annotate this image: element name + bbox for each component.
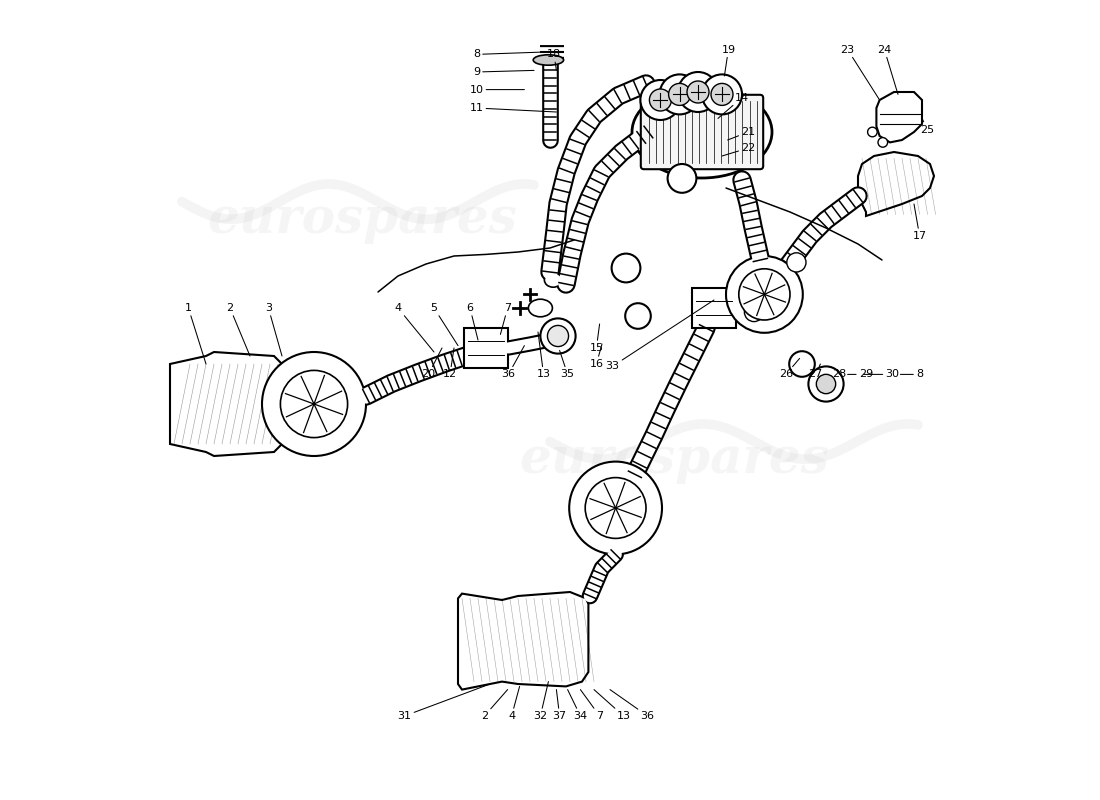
- Bar: [464, 328, 508, 368]
- Circle shape: [786, 253, 806, 272]
- Circle shape: [789, 351, 815, 377]
- Text: 13: 13: [537, 332, 551, 379]
- Circle shape: [745, 302, 763, 322]
- Text: 15: 15: [590, 324, 604, 353]
- Text: 8: 8: [901, 370, 923, 379]
- Text: 2: 2: [481, 690, 507, 721]
- Circle shape: [702, 74, 743, 114]
- Text: 31: 31: [397, 684, 490, 721]
- Bar: [692, 288, 736, 328]
- Text: 9: 9: [473, 67, 534, 77]
- Text: eurospares: eurospares: [207, 195, 517, 245]
- Circle shape: [678, 72, 718, 112]
- Polygon shape: [170, 352, 282, 456]
- Text: 3: 3: [265, 303, 282, 356]
- Text: 10: 10: [470, 85, 525, 94]
- Text: 26: 26: [779, 358, 800, 379]
- Text: 36: 36: [502, 346, 525, 379]
- Circle shape: [808, 366, 844, 402]
- Text: 28: 28: [833, 370, 847, 379]
- Circle shape: [868, 127, 877, 137]
- Ellipse shape: [544, 273, 562, 287]
- Circle shape: [640, 80, 681, 120]
- Text: 24: 24: [878, 45, 898, 94]
- Text: 29: 29: [848, 370, 873, 379]
- Text: 17: 17: [913, 204, 926, 241]
- Ellipse shape: [632, 86, 772, 178]
- Text: 22: 22: [722, 143, 756, 156]
- Text: 27: 27: [808, 364, 823, 379]
- Text: 30: 30: [864, 370, 900, 379]
- Circle shape: [548, 326, 569, 346]
- Text: 4: 4: [508, 686, 519, 721]
- Text: 4: 4: [395, 303, 434, 352]
- Circle shape: [878, 138, 888, 147]
- Circle shape: [688, 81, 710, 103]
- Polygon shape: [858, 152, 934, 216]
- Circle shape: [540, 318, 575, 354]
- Text: 11: 11: [470, 103, 557, 113]
- Circle shape: [660, 74, 700, 114]
- Text: 16: 16: [590, 344, 604, 369]
- Polygon shape: [877, 92, 922, 142]
- Circle shape: [612, 254, 640, 282]
- Text: 23: 23: [840, 45, 880, 100]
- Circle shape: [649, 89, 671, 111]
- Circle shape: [569, 462, 662, 554]
- Text: 2: 2: [227, 303, 250, 356]
- Text: 33: 33: [605, 300, 714, 371]
- Text: 12: 12: [443, 348, 458, 379]
- Ellipse shape: [534, 54, 563, 66]
- Text: 35: 35: [560, 350, 574, 379]
- Circle shape: [625, 303, 651, 329]
- Text: 14: 14: [718, 93, 749, 118]
- Circle shape: [280, 370, 348, 438]
- Text: 7: 7: [500, 303, 512, 334]
- Ellipse shape: [528, 299, 552, 317]
- Text: 36: 36: [610, 690, 654, 721]
- Circle shape: [816, 374, 836, 394]
- Polygon shape: [458, 592, 588, 690]
- Text: 19: 19: [722, 45, 736, 76]
- Circle shape: [739, 269, 790, 320]
- Text: 20: 20: [421, 348, 442, 379]
- Circle shape: [711, 83, 733, 106]
- Text: 6: 6: [466, 303, 478, 340]
- Circle shape: [585, 478, 646, 538]
- Circle shape: [262, 352, 366, 456]
- Text: 34: 34: [568, 690, 587, 721]
- Text: eurospares: eurospares: [519, 435, 829, 485]
- Text: 8: 8: [473, 50, 544, 59]
- Text: 18: 18: [547, 50, 561, 70]
- Circle shape: [669, 83, 691, 106]
- Text: 5: 5: [430, 303, 458, 346]
- FancyBboxPatch shape: [641, 94, 763, 170]
- Text: 37: 37: [552, 690, 567, 721]
- Text: 1: 1: [185, 303, 206, 364]
- Text: 32: 32: [534, 682, 549, 721]
- Text: 21: 21: [727, 127, 756, 140]
- Text: 25: 25: [921, 118, 935, 134]
- Circle shape: [726, 256, 803, 333]
- Text: 13: 13: [594, 690, 630, 721]
- Text: 7: 7: [581, 690, 603, 721]
- Circle shape: [668, 164, 696, 193]
